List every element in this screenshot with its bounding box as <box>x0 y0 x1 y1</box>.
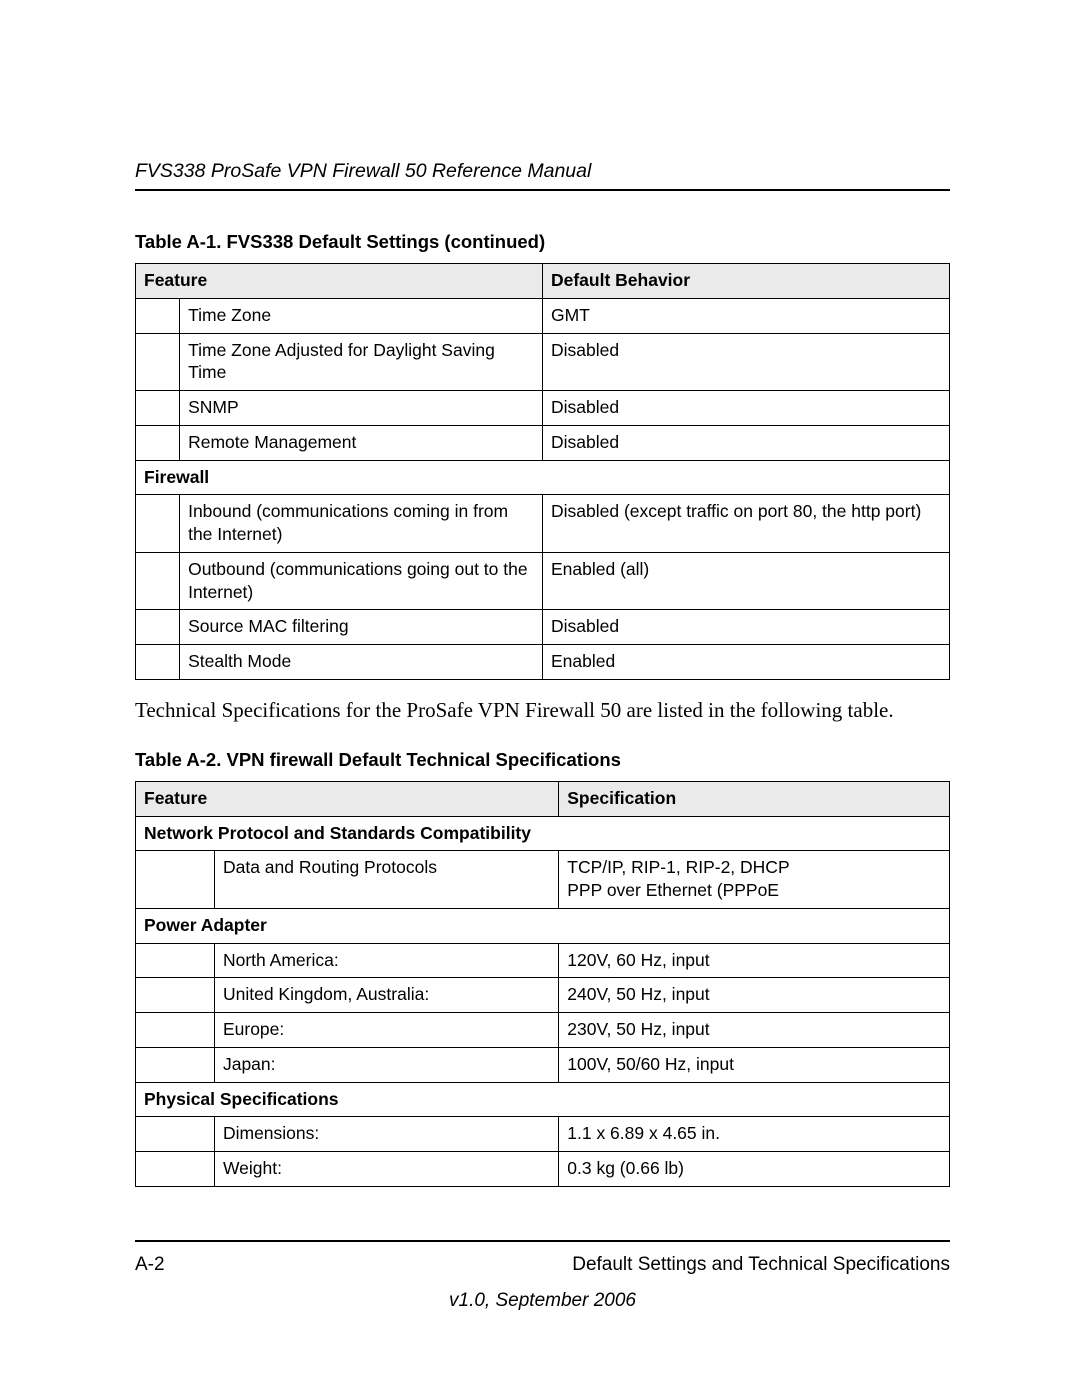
table2-value: 120V, 60 Hz, input <box>559 943 950 978</box>
footer-rule <box>135 1240 950 1242</box>
table2-feature: Dimensions: <box>214 1117 558 1152</box>
table2-feature: Data and Routing Protocols <box>214 851 558 909</box>
table1-head-feature: Feature <box>136 264 543 299</box>
table2-head-spec: Specification <box>559 781 950 816</box>
table2-header-row: Feature Specification <box>136 781 950 816</box>
table2-section-network: Network Protocol and Standards Compatibi… <box>136 816 950 851</box>
table1-value: Disabled <box>542 425 949 460</box>
table1-value: GMT <box>542 298 949 333</box>
table1-header-row: Feature Default Behavior <box>136 264 950 299</box>
table2-caption: Table A-2. VPN firewall Default Technica… <box>135 749 950 771</box>
table2-feature: North America: <box>214 943 558 978</box>
table1-value: Enabled (all) <box>542 552 949 610</box>
table1-section-firewall: Firewall <box>136 460 950 495</box>
page: FVS338 ProSafe VPN Firewall 50 Reference… <box>0 0 1080 1397</box>
table1-feature: SNMP <box>180 391 543 426</box>
table2-value: 230V, 50 Hz, input <box>559 1013 950 1048</box>
table2-value: TCP/IP, RIP-1, RIP-2, DHCP PPP over Ethe… <box>559 851 950 909</box>
table-row: Europe: 230V, 50 Hz, input <box>136 1013 950 1048</box>
section-label: Physical Specifications <box>136 1082 950 1117</box>
table2-feature: Weight: <box>214 1152 558 1187</box>
table1-caption: Table A-1. FVS338 Default Settings (cont… <box>135 231 950 253</box>
table1-feature: Remote Management <box>180 425 543 460</box>
table-row: Source MAC filtering Disabled <box>136 610 950 645</box>
table-row: Time Zone GMT <box>136 298 950 333</box>
table2-value: 240V, 50 Hz, input <box>559 978 950 1013</box>
table2-feature: United Kingdom, Australia: <box>214 978 558 1013</box>
table1: Feature Default Behavior Time Zone GMT T… <box>135 263 950 680</box>
table-row: Japan: 100V, 50/60 Hz, input <box>136 1047 950 1082</box>
table-row: North America: 120V, 60 Hz, input <box>136 943 950 978</box>
table1-feature: Source MAC filtering <box>180 610 543 645</box>
table2-value: 0.3 kg (0.66 lb) <box>559 1152 950 1187</box>
table-row: Data and Routing Protocols TCP/IP, RIP-1… <box>136 851 950 909</box>
section-label: Firewall <box>136 460 950 495</box>
table-row: Stealth Mode Enabled <box>136 645 950 680</box>
table1-value: Disabled <box>542 333 949 391</box>
table2-section-physical: Physical Specifications <box>136 1082 950 1117</box>
table2: Feature Specification Network Protocol a… <box>135 781 950 1187</box>
table1-feature: Stealth Mode <box>180 645 543 680</box>
table-row: Outbound (communications going out to th… <box>136 552 950 610</box>
footer-version: v1.0, September 2006 <box>135 1290 950 1312</box>
table1-value: Enabled <box>542 645 949 680</box>
table1-value: Disabled (except traffic on port 80, the… <box>542 495 949 553</box>
table-row: Time Zone Adjusted for Daylight Saving T… <box>136 333 950 391</box>
table-row: Dimensions: 1.1 x 6.89 x 4.65 in. <box>136 1117 950 1152</box>
table-row: Weight: 0.3 kg (0.66 lb) <box>136 1152 950 1187</box>
section-label: Power Adapter <box>136 908 950 943</box>
table1-head-behavior: Default Behavior <box>542 264 949 299</box>
table-row: Inbound (communications coming in from t… <box>136 495 950 553</box>
document-title: FVS338 ProSafe VPN Firewall 50 Reference… <box>135 160 950 191</box>
table1-value: Disabled <box>542 391 949 426</box>
table1-feature: Outbound (communications going out to th… <box>180 552 543 610</box>
table2-value: 1.1 x 6.89 x 4.65 in. <box>559 1117 950 1152</box>
table1-feature: Time Zone <box>180 298 543 333</box>
table1-feature: Inbound (communications coming in from t… <box>180 495 543 553</box>
footer: A-2 Default Settings and Technical Speci… <box>135 1240 950 1312</box>
table1-feature: Time Zone Adjusted for Daylight Saving T… <box>180 333 543 391</box>
footer-section-title: Default Settings and Technical Specifica… <box>572 1254 950 1276</box>
table-row: Remote Management Disabled <box>136 425 950 460</box>
table-row: SNMP Disabled <box>136 391 950 426</box>
table2-feature: Japan: <box>214 1047 558 1082</box>
table2-head-feature: Feature <box>136 781 559 816</box>
table2-feature: Europe: <box>214 1013 558 1048</box>
table2-value: 100V, 50/60 Hz, input <box>559 1047 950 1082</box>
intro-paragraph: Technical Specifications for the ProSafe… <box>135 698 950 723</box>
table-row: United Kingdom, Australia: 240V, 50 Hz, … <box>136 978 950 1013</box>
table1-value: Disabled <box>542 610 949 645</box>
section-label: Network Protocol and Standards Compatibi… <box>136 816 950 851</box>
table2-section-power: Power Adapter <box>136 908 950 943</box>
page-number: A-2 <box>135 1254 165 1276</box>
